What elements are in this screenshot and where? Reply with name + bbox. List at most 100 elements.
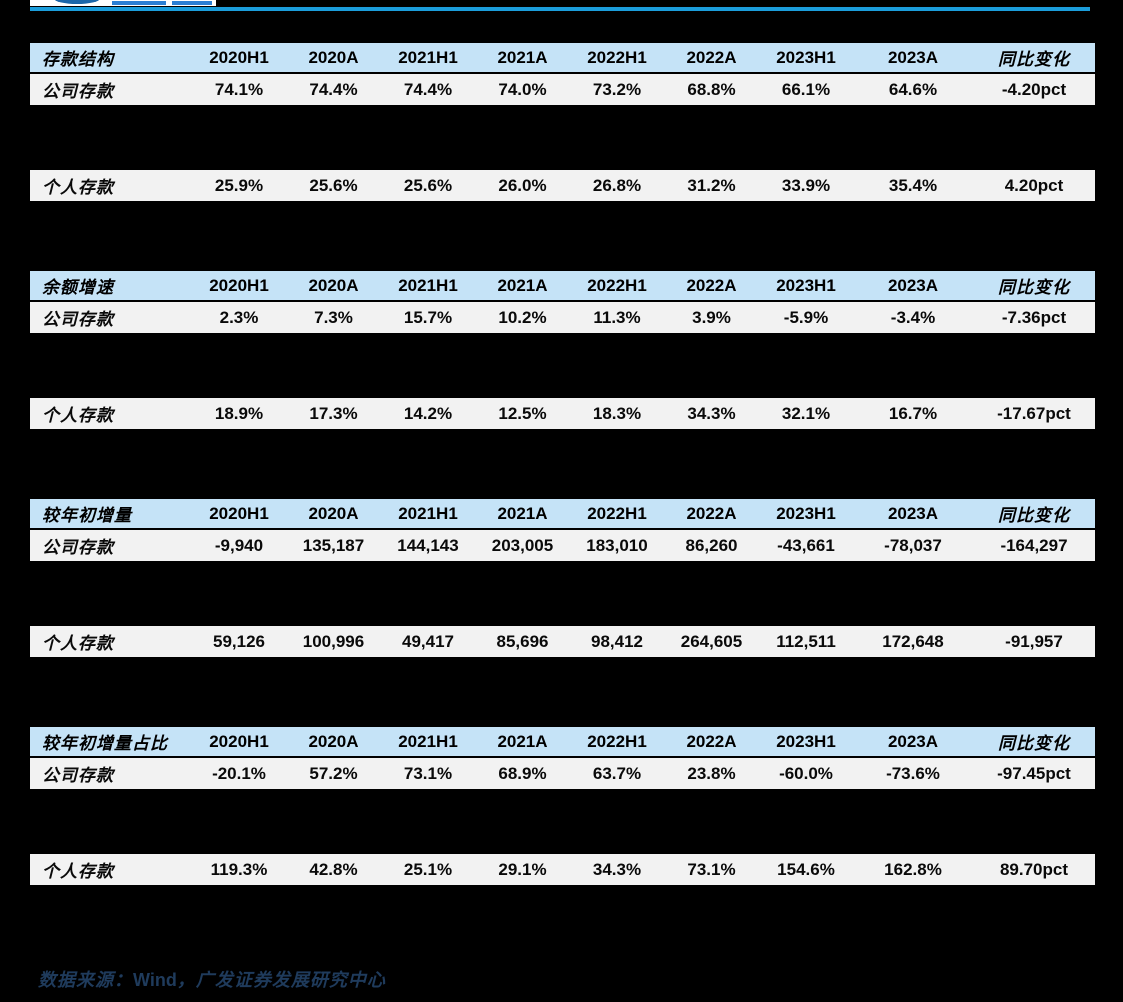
cell-value: 25.6% [286,170,381,203]
cell-value: 63.7% [570,757,664,791]
column-header: 2023H1 [759,726,853,758]
column-header: 2020H1 [192,726,286,758]
row-label: 公司存款 [30,529,192,563]
cell-value: 183,010 [570,529,664,563]
cell-value: 23.8% [664,757,759,791]
column-header: 2021H1 [381,270,475,302]
cell-value: 74.1% [192,73,286,107]
cell-value: -97.45pct [973,757,1095,791]
column-header: 2021A [475,270,570,302]
table-row: 公司存款 2.3% 7.3% 15.7% 10.2% 11.3% 3.9% -5.9% -3.4… [30,301,1095,335]
cell-value: 29.1% [475,854,570,887]
cell-value: 100,996 [286,626,381,659]
spacer-row [30,334,1095,398]
cell-value: 31.2% [664,170,759,203]
cell-value: 32.1% [759,398,853,431]
cell-value: 3.9% [664,301,759,335]
data-table: 存款结构 2020H1 2020A 2021H1 2021A 2022H1 2022A 202… [30,42,1095,203]
column-header: 2023A [853,270,973,302]
table-header-row: 较年初增量 2020H1 2020A 2021H1 2021A 2022H1 2022A 20… [30,498,1095,530]
column-header: 2022A [664,498,759,530]
cell-value: 74.4% [286,73,381,107]
cell-value: 135,187 [286,529,381,563]
column-header: 2022H1 [570,498,664,530]
column-header: 2021H1 [381,726,475,758]
column-header: 同比变化 [973,42,1095,74]
cell-value: -4.20pct [973,73,1095,107]
cell-value: -78,037 [853,529,973,563]
column-header: 2022H1 [570,42,664,74]
row-label: 个人存款 [30,398,192,431]
data-table: 较年初增量占比 2020H1 2020A 2021H1 2021A 2022H1 2022A… [30,726,1095,887]
cell-value: 85,696 [475,626,570,659]
column-header: 2021A [475,498,570,530]
cell-value: 66.1% [759,73,853,107]
cell-value: 86,260 [664,529,759,563]
column-header: 2020H1 [192,270,286,302]
row-label: 个人存款 [30,170,192,203]
cell-value: 25.9% [192,170,286,203]
cell-value: 144,143 [381,529,475,563]
column-header: 2023H1 [759,270,853,302]
column-header: 2023A [853,498,973,530]
cell-value: -5.9% [759,301,853,335]
table-title: 较年初增量占比 [30,726,192,758]
table-row: 公司存款 -20.1% 57.2% 73.1% 68.9% 63.7% 23.8% -60.0… [30,757,1095,791]
cell-value: -3.4% [853,301,973,335]
column-header: 2020H1 [192,42,286,74]
logo-globe-icon [54,0,100,4]
table-header-row: 存款结构 2020H1 2020A 2021H1 2021A 2022H1 2022A 202… [30,42,1095,74]
cell-value: 68.9% [475,757,570,791]
column-header: 2020A [286,726,381,758]
cell-value: 35.4% [853,170,973,203]
cell-value: 119.3% [192,854,286,887]
tables-container: 存款结构 2020H1 2020A 2021H1 2021A 2022H1 2022A 202… [30,42,1095,954]
column-header: 2022H1 [570,270,664,302]
cell-value: 74.4% [381,73,475,107]
spacer-row [30,790,1095,854]
table-row: 个人存款 25.9% 25.6% 25.6% 26.0% 26.8% 31.2% 33.9% 3… [30,170,1095,203]
cell-value: -60.0% [759,757,853,791]
cell-value: -91,957 [973,626,1095,659]
cell-value: 15.7% [381,301,475,335]
cell-value: -20.1% [192,757,286,791]
cell-value: 26.8% [570,170,664,203]
cell-value: 10.2% [475,301,570,335]
logo-wordmark-icon [172,1,212,5]
cell-value: -17.67pct [973,398,1095,431]
cell-value: 7.3% [286,301,381,335]
column-header: 2021A [475,42,570,74]
cell-value: 73.1% [381,757,475,791]
cell-value: 17.3% [286,398,381,431]
column-header: 2022H1 [570,726,664,758]
data-table: 较年初增量 2020H1 2020A 2021H1 2021A 2022H1 2022A 20… [30,498,1095,659]
cell-value: 264,605 [664,626,759,659]
column-header: 同比变化 [973,726,1095,758]
row-label: 公司存款 [30,757,192,791]
cell-value: 172,648 [853,626,973,659]
row-label: 公司存款 [30,73,192,107]
table-title: 较年初增量 [30,498,192,530]
cell-value: -73.6% [853,757,973,791]
cell-value: 203,005 [475,529,570,563]
column-header: 2023A [853,42,973,74]
header-rule [30,7,1090,11]
data-table: 余额增速 2020H1 2020A 2021H1 2021A 2022H1 2022A 202… [30,270,1095,431]
row-label: 个人存款 [30,854,192,887]
cell-value: 98,412 [570,626,664,659]
row-label: 公司存款 [30,301,192,335]
row-label: 个人存款 [30,626,192,659]
table-title: 余额增速 [30,270,192,302]
data-source-note: 数据来源：Wind，广发证券发展研究中心 [38,966,386,992]
cell-value: 14.2% [381,398,475,431]
cell-value: 25.6% [381,170,475,203]
gf-securities-logo [30,0,216,6]
cell-value: -9,940 [192,529,286,563]
data-source-org: ，广发证券发展研究中心 [176,970,386,990]
cell-value: 73.1% [664,854,759,887]
column-header: 2021A [475,726,570,758]
column-header: 2020H1 [192,498,286,530]
column-header: 2021H1 [381,42,475,74]
cell-value: 73.2% [570,73,664,107]
column-header: 2020A [286,42,381,74]
